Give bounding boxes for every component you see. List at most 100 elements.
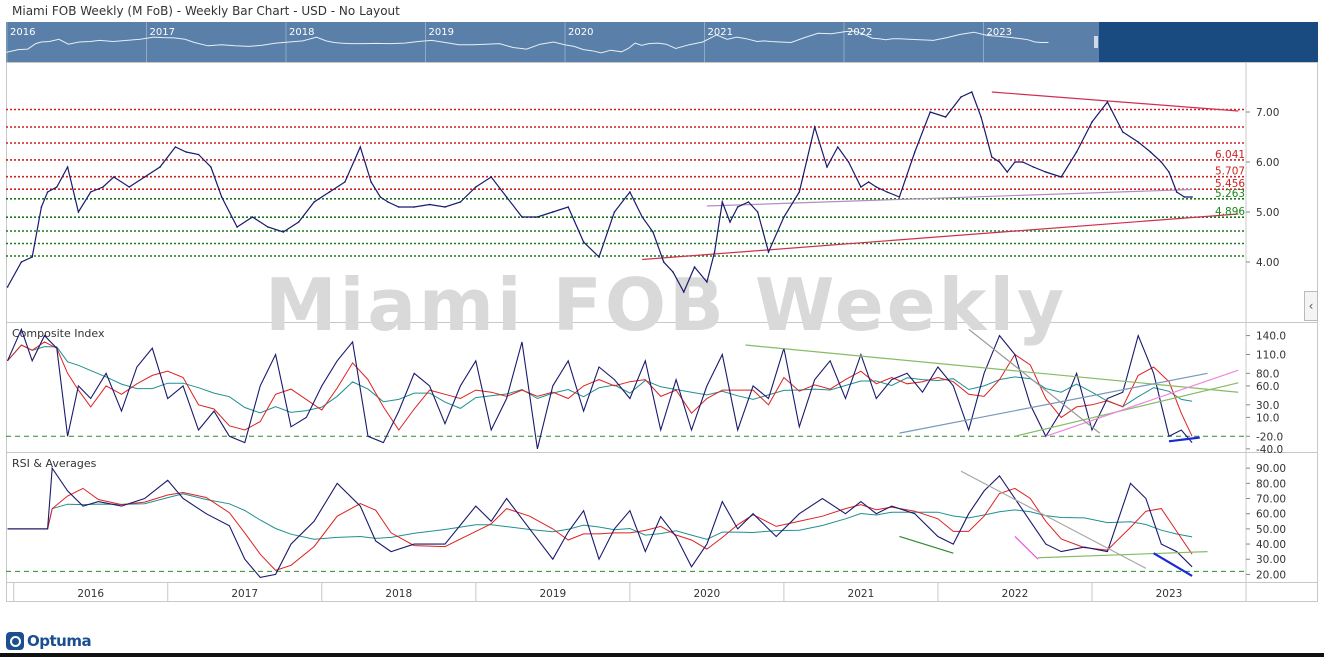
price-point <box>1160 161 1163 163</box>
price-point <box>613 211 616 213</box>
price-point <box>344 181 346 183</box>
chart-title: Miami FOB Weekly (M FoB) - Weekly Bar Ch… <box>12 4 400 18</box>
trendline <box>968 328 1101 434</box>
price-point <box>444 206 446 208</box>
oscillator-line <box>7 466 1193 579</box>
price-point <box>297 221 300 223</box>
navigator-year-label: 2021 <box>708 27 733 38</box>
price-point <box>128 186 131 188</box>
y-tick-label: 80.0 <box>1256 368 1279 380</box>
trendline <box>1014 382 1239 437</box>
level-label: 5.263 <box>1215 188 1245 200</box>
trendline <box>745 344 1239 393</box>
price-point <box>980 116 982 118</box>
price-point <box>174 146 177 148</box>
price-point <box>359 146 362 148</box>
price-point <box>1175 191 1178 193</box>
price-point <box>652 231 654 233</box>
price-point <box>282 231 285 233</box>
price-point <box>1191 196 1193 198</box>
price-point <box>313 201 315 203</box>
y-tick-label: 60.00 <box>1256 509 1286 521</box>
price-point <box>1075 151 1078 153</box>
slow-average-line <box>7 344 1193 414</box>
y-tick-label: 10.0 <box>1256 412 1279 424</box>
x-tick-label: 2021 <box>848 588 875 600</box>
navigator-year-label: 2016 <box>10 27 35 38</box>
price-point <box>756 211 759 213</box>
trendline <box>899 535 954 554</box>
price-point <box>813 126 816 128</box>
oscillator-line <box>6 327 1193 450</box>
y-tick-label: -20.0 <box>1256 431 1283 443</box>
price-point <box>729 221 731 223</box>
navigator-series-line <box>6 30 1049 54</box>
rsi-panel-label: RSI & Averages <box>12 457 97 470</box>
price-point <box>929 111 932 113</box>
price-point <box>1168 171 1170 173</box>
price-point <box>490 176 493 178</box>
price-point <box>826 166 828 168</box>
level-label: 6.041 <box>1215 149 1245 161</box>
price-point <box>1091 121 1093 123</box>
price-point <box>267 226 269 228</box>
navigator-year-label: 2018 <box>289 27 314 38</box>
price-series-line <box>6 91 1193 294</box>
y-tick-label: 5.00 <box>1256 207 1279 219</box>
price-point <box>46 191 49 193</box>
price-point <box>1137 141 1139 143</box>
price-point <box>1060 176 1062 178</box>
x-tick-label: 2022 <box>1002 588 1029 600</box>
x-tick-label: 2019 <box>539 588 566 600</box>
price-point <box>6 286 9 288</box>
level-label: 5.707 <box>1215 166 1245 178</box>
fast-average-line <box>7 341 1193 437</box>
price-point <box>944 116 947 118</box>
price-point <box>1021 161 1024 163</box>
y-tick-label: 30.0 <box>1256 400 1279 412</box>
price-point <box>475 186 477 188</box>
price-point <box>505 196 508 198</box>
price-point <box>682 291 685 293</box>
price-point <box>783 216 785 218</box>
price-point <box>960 96 962 98</box>
y-tick-label: 6.00 <box>1256 157 1279 169</box>
scroll-left-button[interactable]: ‹ <box>1304 291 1318 321</box>
price-point <box>236 226 238 228</box>
price-point <box>197 153 200 156</box>
navigator-year-label: 2017 <box>150 27 175 38</box>
price-point <box>1106 101 1109 103</box>
y-tick-label: 60.0 <box>1256 381 1279 393</box>
y-tick-label: 50.00 <box>1256 524 1286 536</box>
price-point <box>875 186 878 188</box>
price-point <box>20 261 23 263</box>
price-point <box>251 216 254 218</box>
price-point <box>56 186 58 188</box>
price-point <box>536 216 539 218</box>
trendline <box>960 470 1147 569</box>
optuma-logo-icon <box>6 632 24 650</box>
price-point <box>914 151 916 153</box>
y-tick-label: 80.00 <box>1256 478 1286 490</box>
price-point <box>860 186 862 188</box>
composite-panel-label: Composite Index <box>12 327 105 340</box>
price-point <box>1006 171 1009 173</box>
price-point <box>40 206 43 208</box>
optuma-logo: Optuma <box>6 630 92 652</box>
y-tick-label: 30.00 <box>1256 554 1286 566</box>
price-point <box>736 206 739 208</box>
navigator-year-label: 2023 <box>987 27 1012 38</box>
price-point <box>747 201 750 203</box>
trendline <box>1153 552 1193 577</box>
price-point <box>31 256 33 258</box>
price-point <box>898 196 901 198</box>
bottom-rule <box>0 653 1324 657</box>
navigator-handle <box>1094 36 1098 48</box>
navigator-strip[interactable]: 2016 2017 2018 2019 2020 2021 2022 2023 <box>6 22 1318 62</box>
price-point <box>1044 171 1047 173</box>
y-tick-label: -40.0 <box>1256 444 1283 456</box>
navigator-viewport <box>1099 22 1318 62</box>
price-point <box>328 191 331 193</box>
price-point <box>220 196 223 198</box>
